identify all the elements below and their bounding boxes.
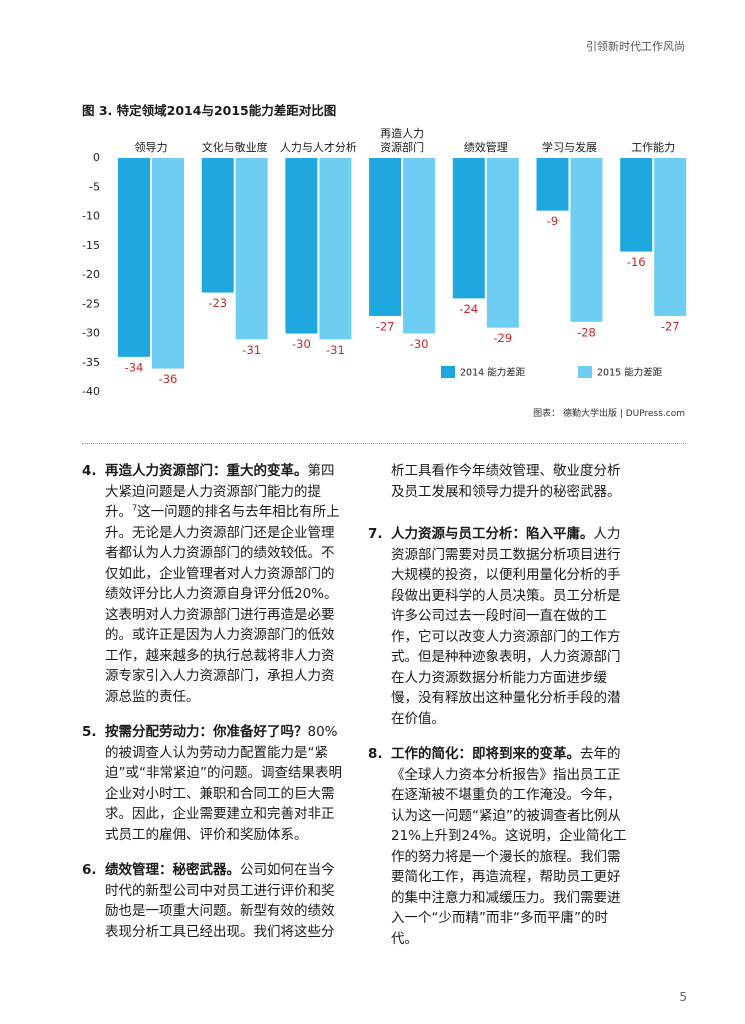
y-tick-label: -40 xyxy=(82,385,100,398)
item-number: 6. xyxy=(82,862,97,878)
data-label: -34 xyxy=(125,360,144,374)
bar xyxy=(536,158,569,211)
list-item: 8. 工作的简化：即将到来的变革。去年的《全球人力资本分析报告》指出员工正在逐渐被… xyxy=(368,744,630,949)
legend-swatch xyxy=(578,366,592,378)
item-number: 5. xyxy=(82,724,97,740)
data-label: -31 xyxy=(326,343,345,357)
item-heading: 绩效管理：秘密武器。 xyxy=(105,862,240,878)
chart-title: 图 3. 特定领域2014与2015能力差距对比图 xyxy=(82,103,337,118)
bar xyxy=(118,158,150,357)
item-continuation: 析工具看作今年绩效管理、敬业度分析及员工发展和领导力提升的秘密武器。 xyxy=(391,463,621,500)
x-tick-label: 文化与敬业度 xyxy=(201,141,268,154)
column-left: 4. 再造人力资源部门：重大的变革。第四大紧迫问题是人力资源部门能力的提升。7这一… xyxy=(82,461,344,957)
list-item: 7. 人力资源与员工分析：陷入平庸。人力资源部门需要对员工数据分析项目进行大规模的… xyxy=(368,524,630,729)
x-tick-label: 再造人力 资源部门 xyxy=(380,127,425,154)
bar xyxy=(452,158,485,299)
y-tick-label: -5 xyxy=(89,180,100,193)
x-tick-label: 工作能力 xyxy=(631,141,676,154)
y-tick-label: -30 xyxy=(82,327,100,340)
data-label: -31 xyxy=(242,343,261,357)
x-tick-label: 绩效管理 xyxy=(463,141,508,154)
y-tick-label: -35 xyxy=(82,356,100,369)
item-heading: 人力资源与员工分析：陷入平庸。 xyxy=(391,526,594,542)
bar xyxy=(285,158,318,334)
x-tick-label: 领导力 xyxy=(134,141,168,154)
item-text: 第四大紧迫问题是人力资源部门能力的提升。 xyxy=(105,463,335,520)
data-label: -16 xyxy=(627,255,646,269)
footnote-ref: 7 xyxy=(132,503,138,513)
item-heading: 工作的简化：即将到来的变革。 xyxy=(391,746,580,762)
data-label: -24 xyxy=(459,302,478,316)
legend-swatch xyxy=(441,366,455,378)
item-number: 7. xyxy=(368,526,383,542)
item-heading: 再造人力资源部门：重大的变革。 xyxy=(105,463,308,479)
bar xyxy=(570,158,603,322)
data-label: -23 xyxy=(208,296,227,310)
data-label: -28 xyxy=(577,325,596,339)
column-right: 析工具看作今年绩效管理、敬业度分析及员工发展和领导力提升的秘密武器。 7. 人力资源… xyxy=(368,461,630,964)
item-text: 人力资源部门需要对员工数据分析项目进行大规模的投资，以便利用量化分析的手段做出更… xyxy=(391,526,621,727)
data-label: -36 xyxy=(159,372,178,386)
item-heading: 按需分配劳动力：你准备好了吗？ xyxy=(105,724,308,740)
bar xyxy=(654,158,687,316)
item-number: 4. xyxy=(82,463,97,479)
list-item: 6. 绩效管理：秘密武器。公司如何在当今时代的新型公司中对员工进行评价和奖励也是一… xyxy=(82,860,344,942)
list-item: 4. 再造人力资源部门：重大的变革。第四大紧迫问题是人力资源部门能力的提升。7这一… xyxy=(82,461,344,707)
bar xyxy=(369,158,402,316)
bar xyxy=(620,158,653,252)
bar xyxy=(403,158,436,334)
data-label: -30 xyxy=(292,337,311,351)
legend-label: 2015 能力差距 xyxy=(597,367,663,379)
page-number: 5 xyxy=(679,990,687,1004)
running-title: 引领新时代工作风尚 xyxy=(586,40,685,53)
data-label: -29 xyxy=(493,331,512,345)
x-tick-label: 学习与发展 xyxy=(542,141,597,154)
bar xyxy=(152,158,184,369)
data-label: -27 xyxy=(661,319,680,333)
chart: 0 -5 -10 -15 -20 -25 -30 -35 -40 -34 -36 -23 -31 -30 -… xyxy=(82,151,687,398)
y-tick-label: -20 xyxy=(82,268,100,281)
bar xyxy=(319,158,352,340)
data-label: -30 xyxy=(410,337,429,351)
item-number: 8. xyxy=(368,746,383,762)
separator xyxy=(82,443,686,444)
item-text: 去年的《全球人力资本分析报告》指出员工正在逐渐被不堪重负的工作淹没。今年，认为这… xyxy=(391,746,627,947)
list-item: 5. 按需分配劳动力：你准备好了吗？80%的被调查人认为劳动力配置能力是“紧迫”或… xyxy=(82,722,344,845)
item-text: 公司如何在当今时代的新型公司中对员工进行评价和奖励也是一项重大问题。新型有效的绩… xyxy=(105,862,335,940)
item-text: 80%的被调查人认为劳动力配置能力是“紧迫”或“非常紧迫”的问题。调查结果表明企… xyxy=(105,724,342,843)
item-text: 这一问题的排名与去年相比有所上升。无论是人力资源部门还是企业管理者都认为人力资源… xyxy=(105,504,340,705)
y-tick-label: 0 xyxy=(93,151,100,164)
bar xyxy=(486,158,519,328)
data-label: -9 xyxy=(547,214,558,228)
x-tick-label: 人力与人才分析 xyxy=(279,141,357,154)
bar xyxy=(201,158,234,293)
legend-label: 2014 能力差距 xyxy=(460,367,526,379)
y-tick-label: -25 xyxy=(82,297,100,310)
bar xyxy=(235,158,268,340)
y-tick-label: -15 xyxy=(82,239,100,252)
y-tick-label: -10 xyxy=(82,210,100,223)
chart-source: 图表： 德勤大学出版 | DUPress.com xyxy=(533,409,685,419)
data-label: -27 xyxy=(376,319,395,333)
